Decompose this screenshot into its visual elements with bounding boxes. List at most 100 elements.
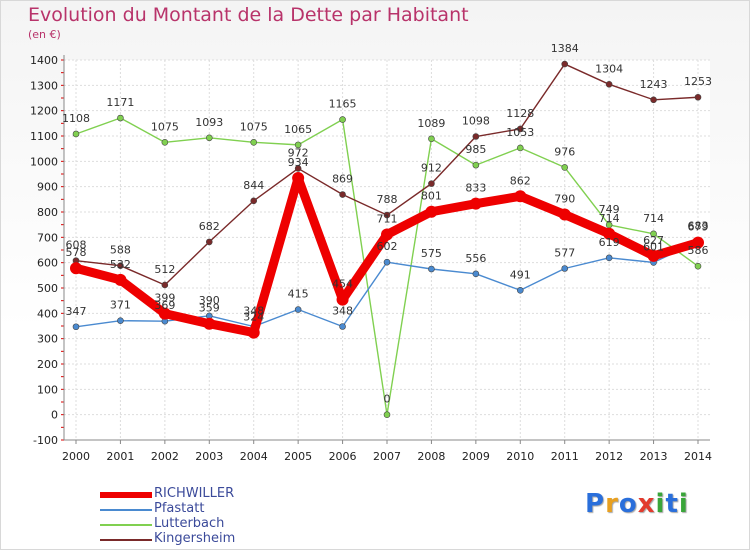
y-tick-label: 300 bbox=[37, 333, 58, 346]
y-tick-label: 600 bbox=[37, 257, 58, 270]
x-tick-label: 2014 bbox=[684, 450, 712, 463]
data-label-lutterbach: 586 bbox=[688, 244, 709, 257]
x-tick-label: 2008 bbox=[417, 450, 445, 463]
data-point-pfastatt bbox=[605, 254, 613, 262]
legend-item-pfastatt: Pfastatt bbox=[100, 501, 350, 517]
data-point-kingersheim bbox=[294, 165, 302, 172]
x-tick-label: 2003 bbox=[195, 450, 223, 463]
data-label-kingersheim: 1128 bbox=[506, 107, 534, 120]
data-point-lutterbach bbox=[383, 411, 391, 418]
data-label-lutterbach: 1089 bbox=[417, 117, 445, 130]
y-tick-label: 800 bbox=[37, 206, 58, 219]
data-point-lutterbach bbox=[72, 130, 80, 138]
data-point-kingersheim bbox=[561, 60, 569, 68]
legend-item-lutterbach: Lutterbach bbox=[100, 516, 350, 532]
x-tick-label: 2012 bbox=[595, 450, 623, 463]
data-label-richwiller: 532 bbox=[110, 258, 131, 271]
chart-title: Evolution du Montant de la Dette par Hab… bbox=[28, 4, 469, 26]
y-tick-label: 1400 bbox=[30, 54, 58, 67]
data-point-richwiller bbox=[114, 273, 127, 286]
y-tick-label: -100 bbox=[33, 434, 58, 447]
chart-unit: (en €) bbox=[28, 28, 61, 41]
data-label-richwiller: 711 bbox=[377, 213, 398, 226]
data-point-richwiller bbox=[70, 262, 82, 275]
data-label-richwiller: 679 bbox=[688, 221, 709, 234]
data-point-kingersheim bbox=[650, 96, 657, 104]
data-point-richwiller bbox=[203, 317, 216, 330]
data-label-kingersheim: 1253 bbox=[684, 75, 712, 88]
y-tick-label: 500 bbox=[37, 282, 58, 295]
data-point-pfastatt bbox=[472, 270, 480, 278]
data-label-lutterbach: 985 bbox=[465, 143, 486, 156]
data-label-kingersheim: 972 bbox=[288, 146, 309, 159]
data-label-richwiller: 627 bbox=[643, 234, 664, 247]
data-point-richwiller bbox=[336, 293, 349, 306]
x-tick-label: 2006 bbox=[329, 450, 357, 463]
y-tick-label: 1000 bbox=[30, 155, 58, 168]
legend-swatch bbox=[100, 492, 152, 498]
data-point-richwiller bbox=[692, 236, 704, 249]
data-point-kingersheim bbox=[205, 238, 213, 246]
data-point-richwiller bbox=[425, 205, 438, 218]
data-point-lutterbach bbox=[516, 144, 524, 152]
data-point-pfastatt bbox=[117, 317, 124, 324]
data-label-richwiller: 801 bbox=[421, 190, 442, 203]
x-tick-label: 2010 bbox=[506, 450, 534, 463]
data-point-kingersheim bbox=[161, 281, 169, 289]
data-point-lutterbach bbox=[428, 135, 435, 143]
data-label-richwiller: 324 bbox=[243, 311, 264, 324]
data-point-lutterbach bbox=[472, 161, 480, 169]
data-point-lutterbach bbox=[339, 116, 346, 123]
data-point-lutterbach bbox=[561, 164, 569, 171]
data-label-richwiller: 359 bbox=[199, 302, 220, 315]
data-point-kingersheim bbox=[472, 133, 480, 140]
data-label-lutterbach: 1053 bbox=[506, 126, 534, 139]
data-label-kingersheim: 608 bbox=[66, 239, 87, 252]
y-tick-label: 400 bbox=[37, 307, 58, 320]
data-label-lutterbach: 1093 bbox=[195, 116, 223, 129]
data-label-lutterbach: 976 bbox=[554, 145, 575, 158]
x-tick-label: 2007 bbox=[373, 450, 401, 463]
data-point-richwiller bbox=[247, 326, 260, 339]
x-tick-label: 2001 bbox=[106, 450, 134, 463]
data-point-pfastatt bbox=[339, 323, 346, 330]
data-label-kingersheim: 1243 bbox=[640, 78, 668, 91]
proxiti-logo: Proxiti bbox=[585, 489, 689, 519]
data-label-pfastatt: 619 bbox=[599, 236, 620, 249]
data-label-pfastatt: 577 bbox=[554, 246, 575, 259]
data-point-pfastatt bbox=[428, 265, 435, 273]
legend-item-richwiller: RICHWILLER bbox=[100, 486, 350, 502]
legend-label: Kingersheim bbox=[154, 531, 236, 546]
data-point-kingersheim bbox=[694, 93, 702, 101]
y-tick-label: 1200 bbox=[30, 105, 58, 118]
legend-label: Pfastatt bbox=[154, 501, 205, 516]
y-tick-label: 900 bbox=[37, 181, 58, 194]
x-tick-label: 2004 bbox=[240, 450, 268, 463]
data-label-kingersheim: 1384 bbox=[551, 42, 579, 55]
data-label-richwiller: 833 bbox=[465, 182, 486, 195]
data-point-pfastatt bbox=[516, 286, 524, 294]
data-label-richwiller: 578 bbox=[66, 246, 87, 259]
data-label-kingersheim: 1098 bbox=[462, 115, 490, 128]
data-point-lutterbach bbox=[694, 262, 702, 270]
y-tick-label: 100 bbox=[37, 383, 58, 396]
x-tick-label: 2013 bbox=[640, 450, 668, 463]
data-label-pfastatt: 602 bbox=[377, 240, 398, 253]
data-point-richwiller bbox=[381, 228, 393, 241]
data-label-pfastatt: 347 bbox=[66, 305, 87, 318]
data-label-richwiller: 714 bbox=[599, 212, 620, 225]
x-tick-label: 2009 bbox=[462, 450, 490, 463]
data-point-kingersheim bbox=[605, 81, 613, 88]
x-tick-label: 2000 bbox=[62, 450, 90, 463]
data-point-lutterbach bbox=[117, 114, 124, 122]
data-point-lutterbach bbox=[250, 139, 258, 146]
data-label-pfastatt: 601 bbox=[643, 240, 664, 253]
data-label-lutterbach: 749 bbox=[599, 203, 620, 216]
data-label-kingersheim: 869 bbox=[332, 173, 353, 186]
data-label-lutterbach: 1165 bbox=[329, 98, 357, 111]
legend-swatch bbox=[100, 539, 152, 541]
data-point-richwiller bbox=[514, 190, 527, 203]
data-label-richwiller: 454 bbox=[332, 278, 353, 291]
data-label-lutterbach: 0 bbox=[384, 393, 391, 406]
